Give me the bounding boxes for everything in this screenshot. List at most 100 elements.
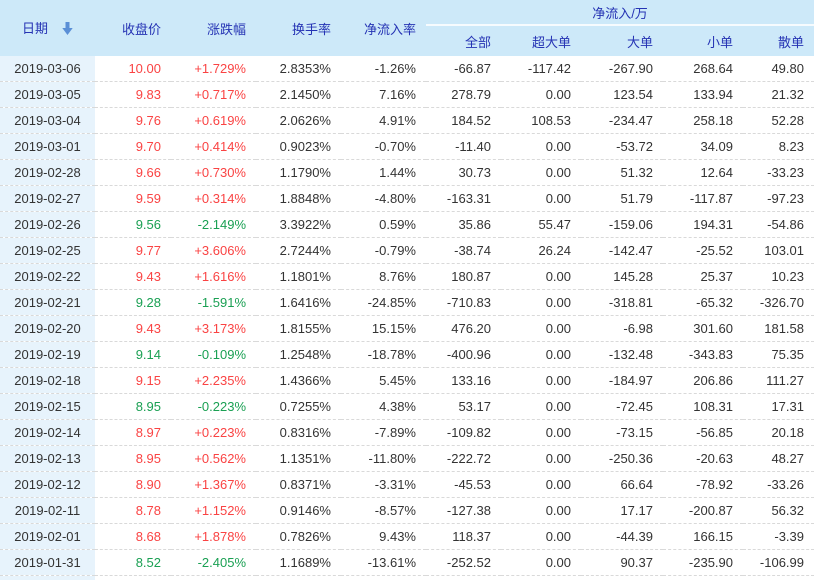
close-cell: 9.15 xyxy=(95,368,171,394)
date-cell: 2019-01-31 xyxy=(0,550,95,576)
inflow-rate-cell: -3.31% xyxy=(341,472,426,498)
inflow-rate-cell: 4.38% xyxy=(341,394,426,420)
net-super-large-cell: 0.00 xyxy=(501,420,581,446)
turnover-cell: 0.8316% xyxy=(256,420,341,446)
net-super-large-cell: 0.00 xyxy=(501,498,581,524)
net-all-cell: -45.53 xyxy=(426,472,501,498)
net-small-cell: -20.63 xyxy=(663,446,743,472)
close-cell: 9.70 xyxy=(95,134,171,160)
net-super-large-cell: 26.24 xyxy=(501,238,581,264)
net-large-cell: -234.47 xyxy=(581,108,663,134)
date-cell: 2019-02-11 xyxy=(0,498,95,524)
net-all-cell: -11.40 xyxy=(426,134,501,160)
column-header-date[interactable]: 日期 xyxy=(0,0,95,56)
close-cell: 9.76 xyxy=(95,108,171,134)
column-group-net-inflow: 净流入/万 xyxy=(426,0,814,25)
date-cell: 2019-02-13 xyxy=(0,446,95,472)
net-super-large-cell: 0.00 xyxy=(501,290,581,316)
net-retail-cell: 21.32 xyxy=(743,82,814,108)
inflow-rate-cell: -11.80% xyxy=(341,446,426,472)
net-small-cell: 108.31 xyxy=(663,394,743,420)
turnover-cell: 1.8848% xyxy=(256,186,341,212)
date-cell: 2019-02-19 xyxy=(0,342,95,368)
column-header-net-large: 大单 xyxy=(581,25,663,56)
net-large-cell: -132.48 xyxy=(581,342,663,368)
net-retail-cell: -3.39 xyxy=(743,524,814,550)
change-cell: +0.717% xyxy=(171,82,256,108)
net-small-cell: 258.18 xyxy=(663,108,743,134)
net-small-cell: 25.37 xyxy=(663,264,743,290)
turnover-cell: 1.1801% xyxy=(256,264,341,290)
turnover-cell: 2.1450% xyxy=(256,82,341,108)
turnover-cell: 1.4366% xyxy=(256,368,341,394)
date-cell: 2019-02-22 xyxy=(0,264,95,290)
inflow-rate-cell: 4.91% xyxy=(341,108,426,134)
inflow-rate-cell: 8.76% xyxy=(341,264,426,290)
net-super-large-cell: 0.00 xyxy=(501,316,581,342)
net-large-cell: -6.98 xyxy=(581,316,663,342)
inflow-rate-cell: 0.59% xyxy=(341,212,426,238)
net-large-cell: -250.36 xyxy=(581,446,663,472)
column-header-date-label: 日期 xyxy=(22,21,48,36)
net-all-cell: -252.52 xyxy=(426,550,501,576)
turnover-cell: 1.1790% xyxy=(256,160,341,186)
inflow-rate-cell: 7.16% xyxy=(341,82,426,108)
turnover-cell: 1.1351% xyxy=(256,446,341,472)
net-super-large-cell: 0.00 xyxy=(501,82,581,108)
partial-date-cell xyxy=(0,576,95,580)
net-retail-cell: -54.86 xyxy=(743,212,814,238)
net-retail-cell: -33.26 xyxy=(743,472,814,498)
net-small-cell: -343.83 xyxy=(663,342,743,368)
net-large-cell: 51.32 xyxy=(581,160,663,186)
date-cell: 2019-02-28 xyxy=(0,160,95,186)
net-large-cell: 66.64 xyxy=(581,472,663,498)
date-cell: 2019-03-05 xyxy=(0,82,95,108)
net-super-large-cell: 0.00 xyxy=(501,550,581,576)
turnover-cell: 2.0626% xyxy=(256,108,341,134)
change-cell: +0.223% xyxy=(171,420,256,446)
inflow-rate-cell: -1.26% xyxy=(341,56,426,82)
date-cell: 2019-02-27 xyxy=(0,186,95,212)
date-cell: 2019-02-21 xyxy=(0,290,95,316)
change-cell: +1.616% xyxy=(171,264,256,290)
turnover-cell: 2.7244% xyxy=(256,238,341,264)
net-super-large-cell: 0.00 xyxy=(501,134,581,160)
inflow-rate-cell: -13.61% xyxy=(341,550,426,576)
change-cell: +1.152% xyxy=(171,498,256,524)
net-small-cell: 34.09 xyxy=(663,134,743,160)
net-retail-cell: 8.23 xyxy=(743,134,814,160)
close-cell: 8.90 xyxy=(95,472,171,498)
close-cell: 9.43 xyxy=(95,264,171,290)
net-all-cell: 278.79 xyxy=(426,82,501,108)
net-all-cell: -66.87 xyxy=(426,56,501,82)
net-large-cell: -267.90 xyxy=(581,56,663,82)
close-cell: 8.78 xyxy=(95,498,171,524)
date-cell: 2019-02-01 xyxy=(0,524,95,550)
close-cell: 8.95 xyxy=(95,394,171,420)
close-cell: 9.66 xyxy=(95,160,171,186)
sort-descending-icon[interactable] xyxy=(62,22,73,38)
date-cell: 2019-02-15 xyxy=(0,394,95,420)
net-all-cell: -163.31 xyxy=(426,186,501,212)
close-cell: 9.43 xyxy=(95,316,171,342)
net-large-cell: -44.39 xyxy=(581,524,663,550)
turnover-cell: 1.1689% xyxy=(256,550,341,576)
net-super-large-cell: 0.00 xyxy=(501,186,581,212)
table-header: 日期 收盘价 涨跌幅 换手率 净流入率 净流入/万 全部 超大单 大单 小单 散… xyxy=(0,0,814,56)
inflow-rate-cell: 9.43% xyxy=(341,524,426,550)
net-all-cell: 30.73 xyxy=(426,160,501,186)
net-all-cell: 180.87 xyxy=(426,264,501,290)
column-header-close: 收盘价 xyxy=(95,0,171,56)
net-all-cell: -127.38 xyxy=(426,498,501,524)
turnover-cell: 2.8353% xyxy=(256,56,341,82)
date-cell: 2019-02-20 xyxy=(0,316,95,342)
